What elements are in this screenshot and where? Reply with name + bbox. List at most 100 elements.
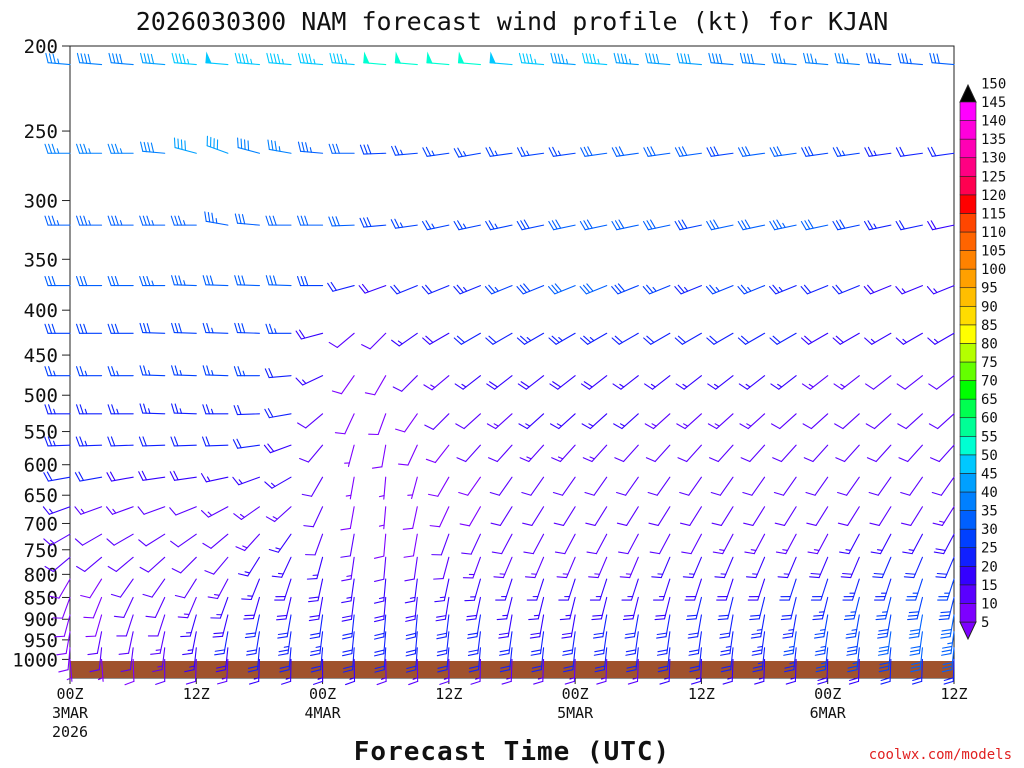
barb-staff	[779, 413, 797, 430]
barb-flag	[556, 576, 568, 579]
barb-flag	[548, 220, 555, 231]
barb-flag	[246, 649, 258, 653]
wind-barb	[139, 403, 166, 415]
barb-flag	[754, 680, 765, 685]
barb-flag	[343, 665, 354, 670]
wind-barb	[205, 51, 229, 66]
barb-flag	[48, 143, 53, 154]
barb-flag	[814, 652, 826, 656]
colorbar-label: 45	[981, 466, 998, 482]
barb-flag	[403, 555, 415, 558]
wind-barb	[499, 631, 513, 656]
barb-flag	[895, 147, 902, 157]
barb-staff	[872, 375, 892, 390]
barb-flag	[646, 220, 653, 230]
barb-flag	[201, 510, 209, 518]
colorbar-label: 120	[981, 188, 1006, 204]
x-tick-label: 12Z	[940, 685, 967, 703]
barb-flag	[809, 576, 820, 579]
barb-flag	[833, 383, 843, 390]
wind-barb	[549, 375, 576, 390]
barb-flag	[308, 618, 320, 622]
barb-staff	[904, 375, 923, 390]
barb-flag	[516, 286, 524, 295]
barb-half-flag	[400, 149, 404, 156]
wind-barb	[44, 143, 71, 154]
barb-flag	[627, 680, 639, 685]
barb-flag	[784, 665, 795, 669]
barb-flag	[651, 576, 662, 579]
barb-flag	[720, 652, 731, 656]
barb-flag	[847, 645, 858, 649]
barb-half-flag	[244, 571, 251, 574]
barb-flag	[467, 632, 479, 636]
y-tick-label: 200	[24, 36, 58, 58]
barb-flag	[237, 322, 242, 334]
wind-barb	[897, 52, 923, 66]
barb-flag	[366, 217, 372, 227]
barb-flag	[468, 669, 480, 673]
barb-staff	[626, 506, 639, 526]
barb-staff	[657, 506, 671, 526]
wind-barb	[645, 444, 671, 463]
barb-staff	[383, 533, 387, 557]
barb-staff	[412, 506, 418, 529]
barb-flag	[931, 491, 942, 496]
barb-half-flag	[713, 383, 720, 388]
barb-flag	[644, 383, 654, 390]
barb-flag	[616, 522, 628, 526]
colorbar-label: 130	[981, 151, 1006, 167]
barb-half-flag	[148, 408, 151, 414]
barb-staff	[175, 506, 197, 516]
barb-flag	[150, 53, 155, 65]
wind-barb	[150, 631, 166, 655]
barb-half-flag	[151, 280, 155, 287]
barb-flag	[335, 216, 340, 227]
barb-flag	[784, 669, 795, 673]
wind-barb	[305, 533, 324, 556]
wind-barb	[642, 284, 671, 295]
barb-flag	[238, 53, 242, 64]
wind-barb	[171, 322, 197, 334]
wind-barb	[720, 647, 734, 673]
barb-staff	[61, 596, 71, 619]
barb-flag	[143, 141, 147, 153]
barb-flag	[712, 551, 724, 555]
barb-flag	[211, 212, 214, 224]
barb-staff	[627, 533, 639, 555]
barb-flag	[76, 323, 81, 334]
barb-flag	[674, 220, 681, 231]
barb-flag	[626, 669, 637, 673]
wind-barb	[139, 365, 166, 377]
x-tick-date: 3MAR	[52, 704, 89, 722]
barb-flag	[237, 405, 242, 416]
barb-flag	[241, 53, 246, 64]
barb-staff	[115, 556, 134, 572]
wind-barb	[344, 444, 355, 467]
barb-flag	[550, 52, 554, 64]
wind-barb	[737, 219, 766, 231]
barb-flag	[405, 615, 416, 619]
barb-half-flag	[346, 596, 353, 599]
barb-flag	[304, 276, 309, 287]
barb-half-flag	[187, 649, 194, 651]
barb-flag	[582, 284, 591, 294]
wind-barb	[145, 596, 166, 618]
wind-barb	[206, 135, 229, 154]
barb-half-flag	[155, 649, 162, 651]
barb-flag	[171, 275, 175, 286]
wind-barb	[182, 631, 197, 656]
wind-barb	[390, 218, 418, 229]
barb-flag	[267, 408, 274, 418]
barb-flag	[364, 392, 376, 396]
barb-flag	[618, 551, 629, 555]
wind-barb	[376, 658, 387, 686]
wind-barb	[739, 413, 766, 430]
colorbar-segment	[959, 361, 977, 381]
wind-barb	[485, 146, 513, 157]
wind-barb	[848, 658, 860, 685]
wind-barb	[464, 578, 481, 602]
barb-half-flag	[378, 494, 385, 498]
barb-flag	[810, 53, 814, 64]
barb-half-flag	[275, 547, 281, 550]
